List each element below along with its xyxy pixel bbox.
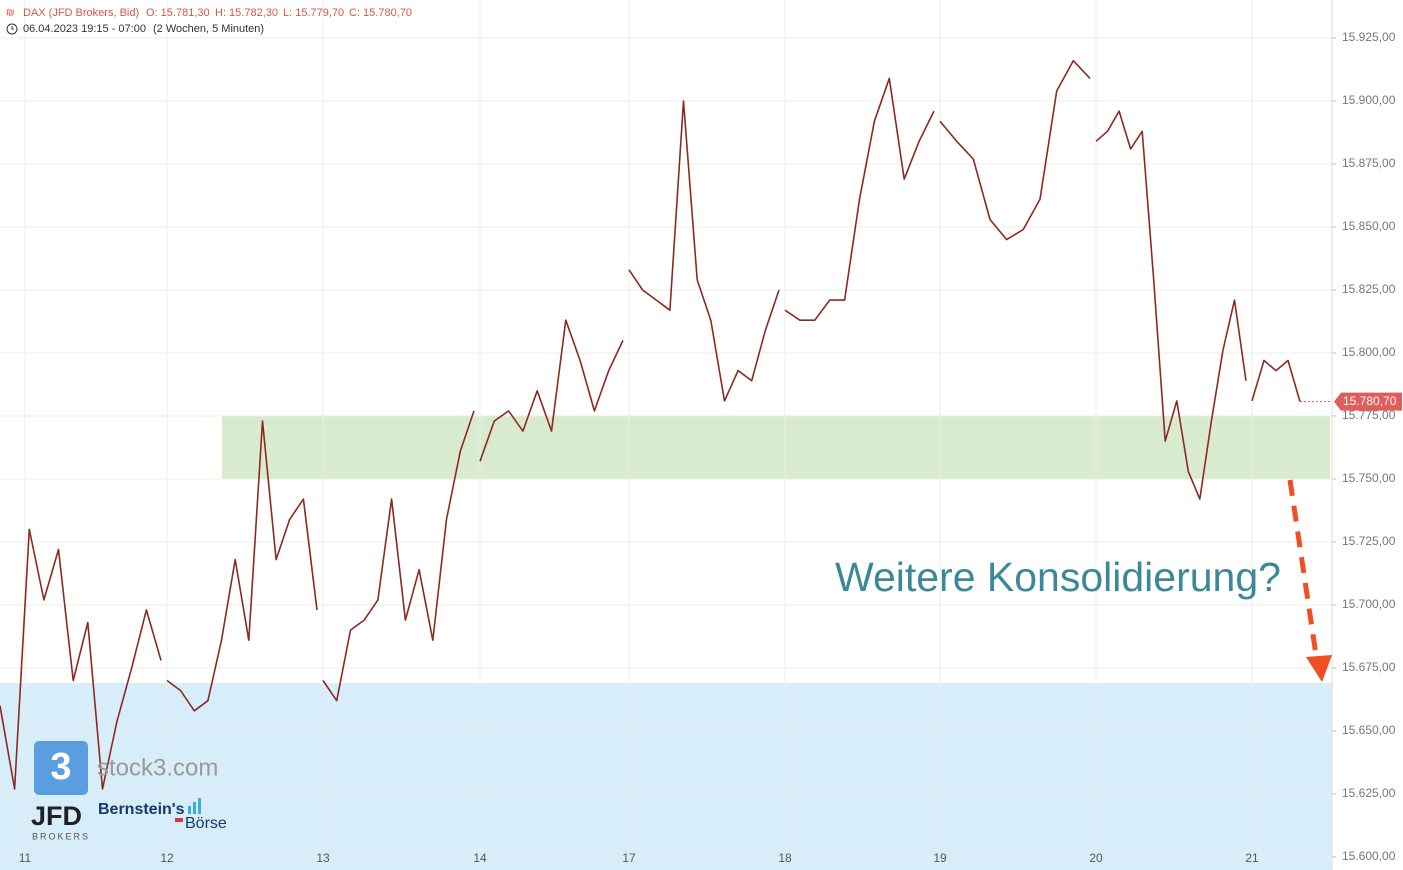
low: L: 15.779,70: [283, 7, 344, 19]
price-line: [628, 100, 780, 402]
last-price-badge: [1334, 392, 1402, 411]
price-line: [479, 319, 624, 462]
stock3-icon-digit: 3: [50, 746, 71, 788]
open: O: 15.781,30: [146, 7, 210, 19]
price-line: [322, 410, 475, 702]
stock3-icon: [34, 741, 88, 795]
logo-bar: [198, 798, 201, 814]
y-tick-label: 15.875,00: [1342, 156, 1396, 170]
y-tick-label: 15.800,00: [1342, 345, 1396, 359]
price-line: [1095, 110, 1247, 500]
y-tick-label: 15.600,00: [1342, 849, 1396, 863]
time: 06.04.2023 19:15 - 07:00: [23, 23, 146, 35]
y-tick-label: 15.675,00: [1342, 660, 1396, 674]
bernstein-logo: Bernstein's: [98, 801, 185, 818]
logos: 3 stock3.com JFD BROKERS Bernstein's Bör…: [31, 741, 227, 841]
y-tick-label: 15.825,00: [1342, 282, 1396, 296]
logo-bar: [188, 806, 191, 814]
y-tick-label: 15.750,00: [1342, 471, 1396, 485]
x-tick-label: 21: [1245, 851, 1259, 865]
logo-mark: [175, 818, 183, 822]
x-tick-label: 13: [316, 851, 330, 865]
price-line: [939, 59, 1091, 241]
logo-bar: [193, 802, 196, 814]
zone: [0, 683, 1332, 870]
arrow-shaft: [1287, 479, 1319, 656]
price-line: [1251, 359, 1301, 402]
period: (2 Wochen, 5 Minuten): [153, 23, 264, 35]
high: H: 15.782,30: [215, 7, 278, 19]
close: C: 15.780,70: [349, 7, 412, 19]
y-tick-label: 15.725,00: [1342, 534, 1396, 548]
price-line: [166, 420, 318, 712]
y-tick-label: 15.925,00: [1342, 30, 1396, 44]
y-tick-label: 15.650,00: [1342, 723, 1396, 737]
y-tick-label: 15.625,00: [1342, 786, 1396, 800]
x-tick-label: 19: [933, 851, 947, 865]
y-tick-label: 15.775,00: [1342, 408, 1396, 422]
x-tick-label: 20: [1089, 851, 1103, 865]
symbol: DAX (JFD Brokers, Bid): [23, 7, 139, 19]
x-tick-label: 11: [19, 851, 32, 865]
annotation: Weitere Konsolidierung?: [835, 554, 1281, 600]
jfd-sub: BROKERS: [32, 831, 90, 841]
y-tick-label: 15.850,00: [1342, 219, 1396, 233]
x-tick-label: 14: [473, 851, 487, 865]
clock-hands: [11, 26, 14, 30]
jfd-logo: JFD: [31, 801, 82, 831]
stock3-logo: stock3.com: [97, 754, 218, 781]
boerse-logo: Börse: [185, 815, 227, 832]
x-tick-label: 12: [160, 851, 174, 865]
clock-icon: [6, 23, 18, 35]
y-tick-label: 15.900,00: [1342, 93, 1396, 107]
header: ₪ DAX (JFD Brokers, Bid) O: 15.781,30 H:…: [6, 7, 412, 35]
x-tick-label: 17: [622, 851, 636, 865]
last-price-label: 15.780,70: [1343, 394, 1397, 408]
price-line: [784, 77, 935, 322]
price-line: [0, 528, 162, 790]
chart-icon: ₪: [6, 8, 15, 19]
y-tick-label: 15.700,00: [1342, 597, 1396, 611]
arrow-head: [1306, 655, 1332, 682]
zone: [222, 415, 1330, 479]
x-tick-label: 18: [778, 851, 792, 865]
